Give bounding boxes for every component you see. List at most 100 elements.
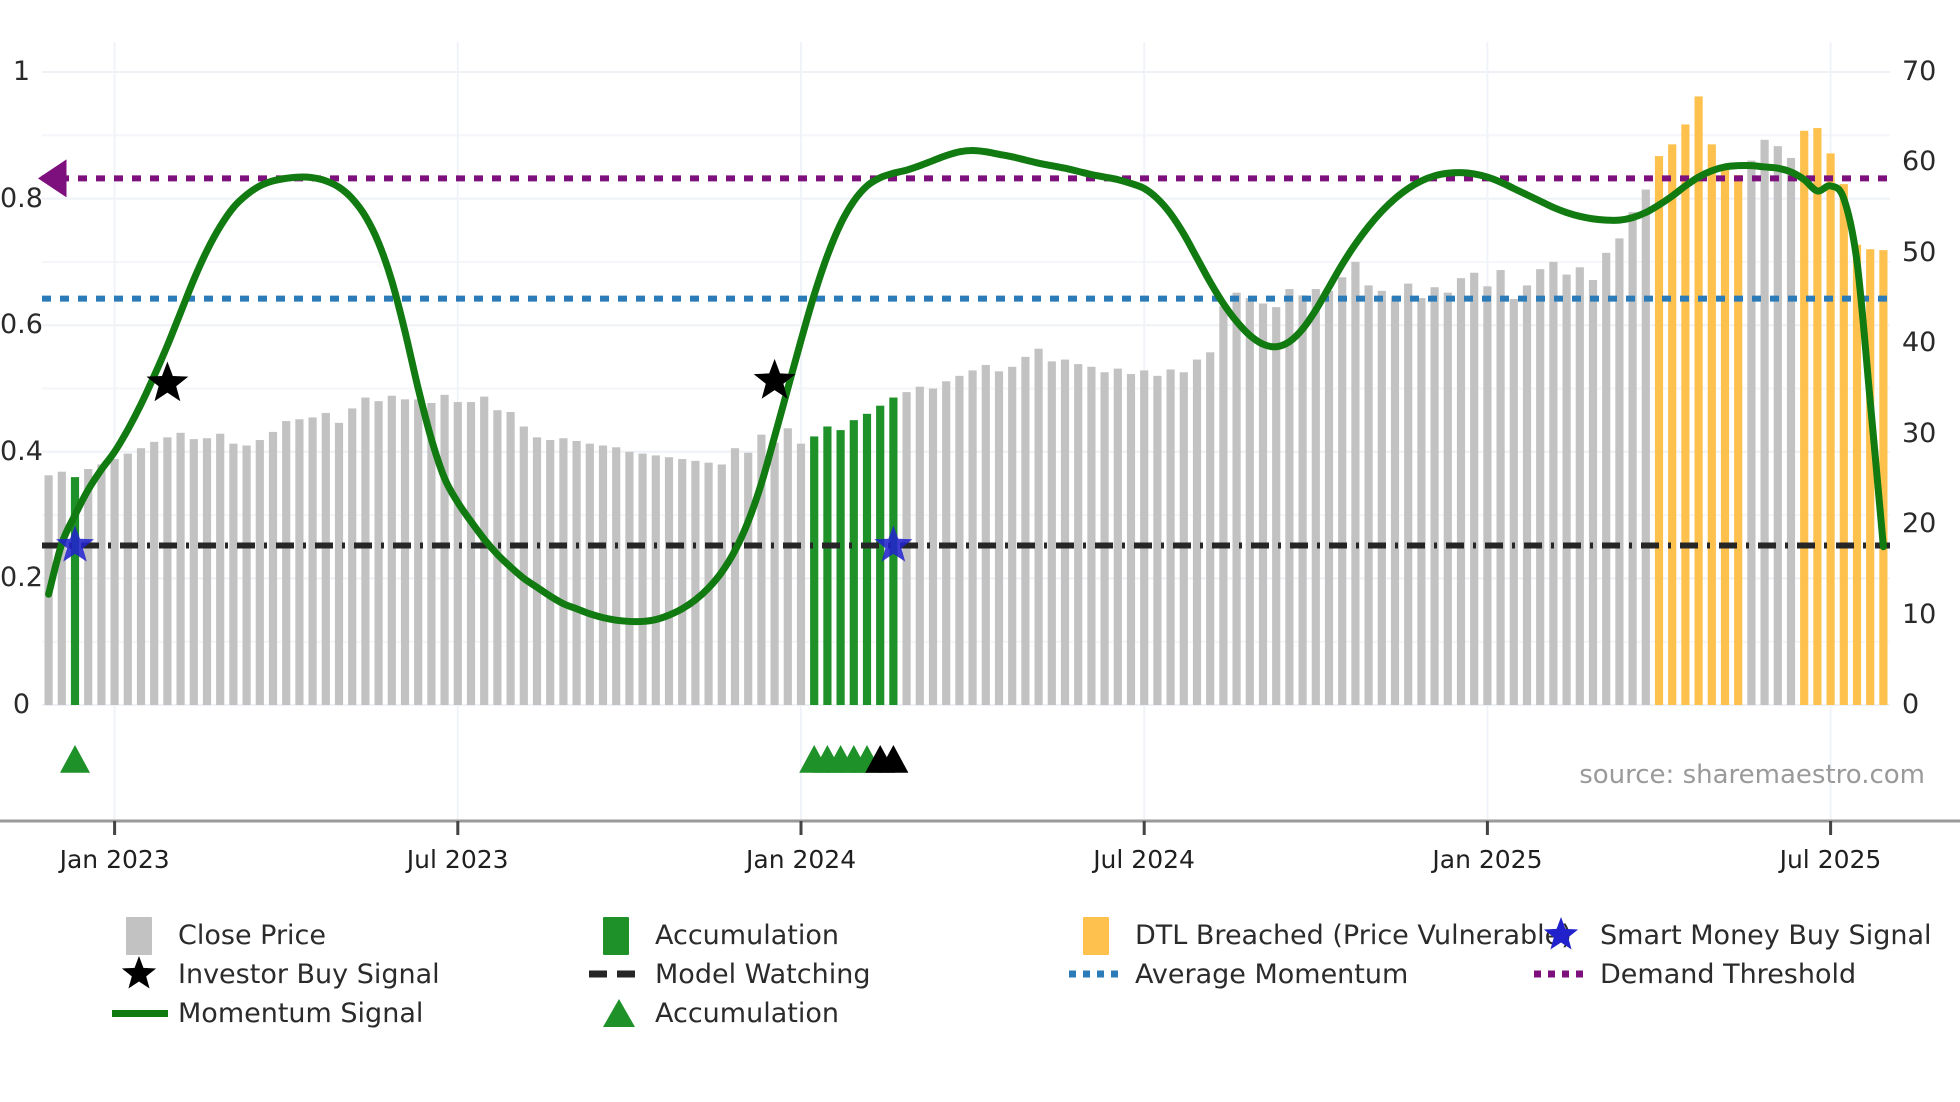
solid-line-icon [112,1010,168,1017]
bar-close-price [546,440,555,705]
bar-close-price [915,386,924,705]
smart-money-buy-signal-star-icon[interactable] [55,525,95,562]
y-axis-left-tick-label: 0.2 [0,562,43,594]
bar-close-price [955,375,964,705]
bar-close-price [1060,359,1070,705]
bar-close-price [1483,286,1492,705]
bar-dtl-breached [1813,128,1822,705]
legend-item-momentum-signal[interactable]: Momentum Signal [108,990,423,1036]
accumulation-triangle-markers [60,745,909,773]
legend-item-accumulation[interactable]: Accumulation [585,912,839,958]
bar-close-price [678,459,687,705]
x-axis-tick-label: Jan 2023 [59,845,170,874]
bar-close-price [1047,361,1056,705]
bar-close-price [1179,372,1188,705]
legend-item-dtl-breached-price-vulnerable[interactable]: DTL Breached (Price Vulnerable) [1065,912,1572,958]
bar-close-price [480,396,489,705]
legend-item-model-watching[interactable]: Model Watching [585,951,870,997]
bar-close-price [598,445,608,705]
bar-close-price [150,441,159,705]
bar-close-price [1430,287,1439,705]
legend-square-swatch-icon [108,915,170,955]
legend-item-accumulation[interactable]: Accumulation [585,990,839,1036]
bar-close-price [414,399,423,705]
legend-dotted-line-icon [1530,954,1592,994]
bar-dtl-breached [1879,250,1888,705]
bar-accumulation [823,426,832,705]
bar-dtl-breached [1694,96,1703,705]
bar-close-price [1760,139,1769,706]
y-axis-left-tick-label: 0.8 [0,182,43,214]
bar-close-price [361,397,370,705]
bar-close-price [928,388,938,705]
x-axis-tick-label: Jul 2024 [1093,845,1195,874]
legend-item-label: Model Watching [655,958,871,990]
bar-close-price [229,443,238,705]
legend-item-label: Accumulation [655,997,839,1029]
bar-close-price [532,437,542,705]
bar-close-price [1126,374,1136,705]
bar-accumulation [876,405,885,705]
bar-close-price [572,440,581,705]
legend-item-label: Investor Buy Signal [178,958,440,990]
legend-item-demand-threshold[interactable]: Demand Threshold [1530,951,1856,997]
bar-close-price [1615,238,1624,706]
legend-item-smart-money-buy-signal[interactable]: Smart Money Buy Signal [1530,912,1932,958]
legend-item-average-momentum[interactable]: Average Momentum [1065,951,1408,997]
legend-dashed-line-icon [585,954,647,994]
axis-lines [0,819,1960,835]
bar-accumulation [836,430,845,705]
bar-close-price [1285,289,1294,705]
bar-accumulation [70,477,80,705]
y-axis-right-tick-label: 30 [1902,417,1937,449]
bar-close-price [1074,364,1083,705]
bar-close-price [57,471,66,705]
bar-close-price [1417,298,1426,705]
source-attribution: source: sharemaestro.com [1579,760,1925,790]
legend-item-investor-buy-signal[interactable]: Investor Buy Signal [108,951,440,997]
legend-item-close-price[interactable]: Close Price [108,912,326,958]
buy-signal-markers[interactable] [55,358,913,562]
swatch-icon [603,917,629,955]
bar-dtl-breached [1839,184,1848,706]
bar-close-price [1602,252,1611,705]
bar-dtl-breached [1866,249,1875,706]
bar-close-price [691,460,700,705]
reference-lines [38,159,1890,549]
y-axis-right-tick-label: 60 [1902,146,1937,178]
bar-close-price [1628,212,1637,705]
bar-close-price [176,432,185,705]
y-axis-right-tick-label: 50 [1902,236,1937,268]
bar-series-close-price [44,96,1888,706]
y-axis-left-tick-label: 0 [12,689,30,720]
legend-solid-line-icon [108,993,170,1033]
bar-close-price [1641,189,1650,706]
bar-close-price [651,455,660,705]
bar-close-price [1272,307,1281,705]
bar-close-price [1562,274,1571,705]
bar-close-price [387,395,396,705]
bar-close-price [519,426,528,705]
bar-close-price [994,371,1004,705]
bar-close-price [466,402,476,705]
smart-money-buy-signal-star-icon[interactable] [874,525,913,562]
legend-item-label: Close Price [178,919,326,951]
bar-dtl-breached [1707,144,1716,706]
investor-buy-signal-star-icon[interactable] [753,358,796,399]
legend-square-swatch-icon [585,915,647,955]
bar-close-price [1773,146,1782,705]
bar-close-price [559,438,568,705]
bar-close-price [1364,285,1373,705]
bar-close-price [136,448,146,705]
legend-triangle-icon [585,993,647,1033]
bar-close-price [453,402,462,705]
bar-close-price [97,464,106,705]
bar-close-price [1443,292,1452,705]
bar-dtl-breached [1800,130,1809,705]
bar-close-price [770,442,779,705]
bar-close-price [321,412,330,705]
investor-buy-signal-star-icon[interactable] [146,361,189,402]
bar-dtl-breached [1654,156,1664,705]
bar-close-price [1100,372,1109,705]
